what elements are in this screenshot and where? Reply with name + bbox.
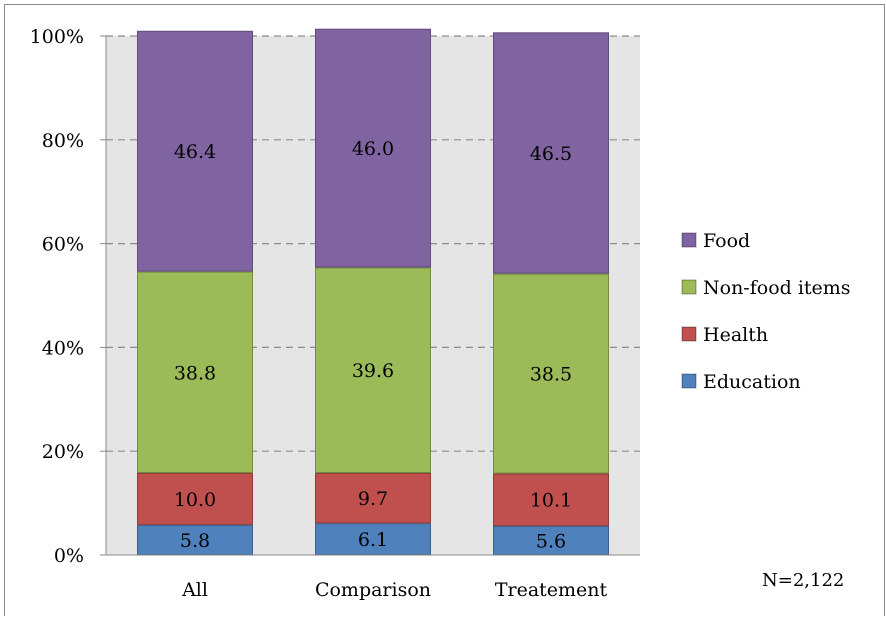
data-label: 46.5 (530, 143, 572, 165)
legend-label: Health (703, 324, 768, 346)
data-label: 46.4 (174, 141, 216, 163)
bar-segment (315, 28, 431, 268)
y-tick-label: 20% (42, 441, 84, 463)
data-label: 5.6 (536, 530, 566, 552)
bar-segment (315, 267, 431, 473)
y-tick-label: 40% (42, 337, 84, 359)
data-label: 46.0 (352, 138, 394, 160)
legend-swatch (681, 326, 697, 342)
data-label: 10.1 (530, 490, 572, 512)
bar-segment (315, 472, 431, 524)
sample-size-note: N=2,122 (762, 570, 844, 591)
bar-segment-outline (315, 28, 431, 268)
data-label: 38.5 (530, 364, 572, 386)
data-label: 9.7 (358, 488, 388, 510)
bar-segment (493, 273, 609, 474)
y-tick-label: 60% (42, 234, 84, 256)
legend-swatch (681, 232, 697, 248)
y-tick-label: 100% (30, 26, 84, 48)
chart-frame (4, 4, 885, 616)
bar-segment (137, 30, 253, 272)
bar-segment-outline (315, 267, 431, 473)
legend-label: Non-food items (703, 277, 851, 299)
bar-segment (493, 525, 609, 555)
y-tick-label: 0% (54, 545, 84, 567)
x-category-label: Treatement (495, 579, 608, 601)
bar-segment-outline (493, 32, 609, 274)
x-category-label: All (181, 579, 208, 601)
data-label: 6.1 (358, 529, 388, 551)
bar-segment (137, 271, 253, 473)
bar-segment-outline (137, 472, 253, 525)
legend-label: Education (703, 371, 801, 393)
x-category-label: Comparison (315, 579, 431, 601)
bar-segment (137, 472, 253, 525)
data-label: 38.8 (174, 362, 216, 384)
bar-segment-outline (493, 473, 609, 526)
bar-segment (493, 473, 609, 526)
data-label: 10.0 (174, 489, 216, 511)
bar-segment (137, 524, 253, 555)
data-label: 39.6 (352, 360, 394, 382)
bar-segment-outline (315, 472, 431, 524)
bar-segment-outline (137, 271, 253, 473)
data-label: 5.8 (180, 530, 210, 552)
bar-segment-outline (137, 30, 253, 272)
legend-swatch (681, 373, 697, 389)
bar-segment (493, 32, 609, 274)
legend-label: Food (703, 230, 750, 252)
bar-segment-outline (493, 273, 609, 474)
legend-swatch (681, 279, 697, 295)
y-tick-label: 80% (42, 130, 84, 152)
bar-segment (315, 523, 431, 555)
